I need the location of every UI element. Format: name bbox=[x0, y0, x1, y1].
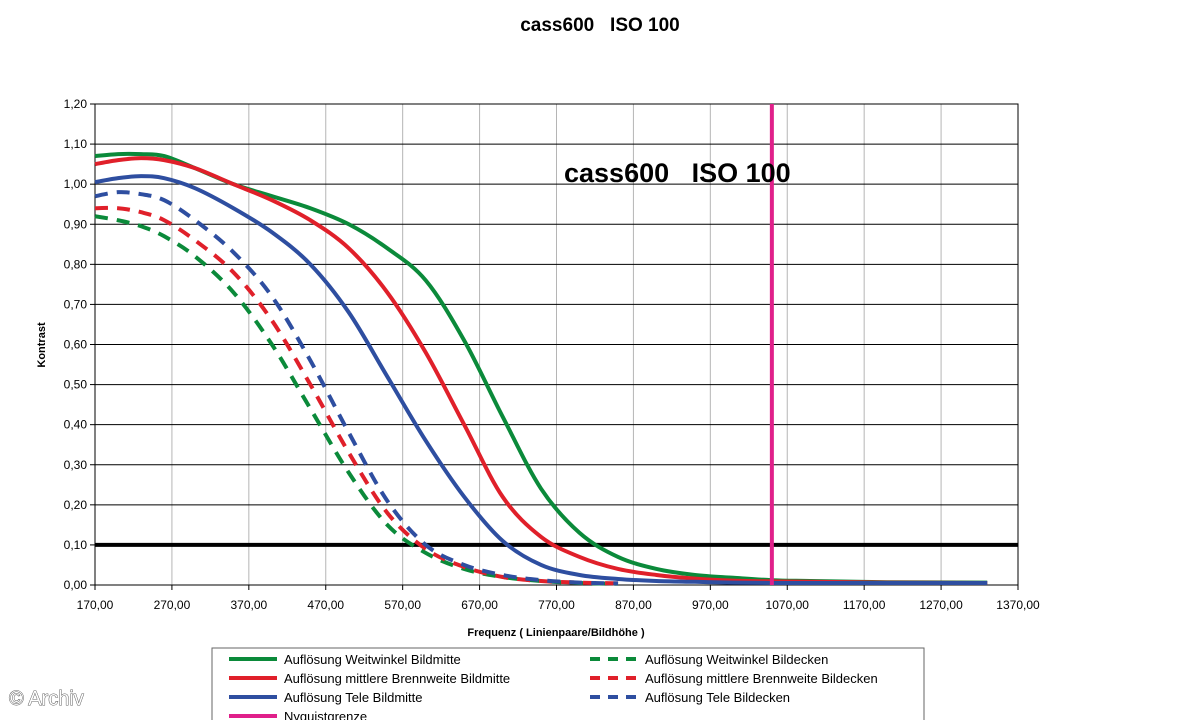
series-line-2 bbox=[94, 156, 988, 585]
x-tick-label: 170,00 bbox=[77, 598, 114, 612]
legend-label: Auflösung Tele Bildmitte bbox=[284, 690, 423, 705]
y-tick-label: 0,00 bbox=[64, 578, 88, 592]
x-tick-label: 1070,00 bbox=[766, 598, 810, 612]
legend-label: Auflösung Weitwinkel Bildmitte bbox=[284, 652, 461, 667]
y-axis-label: Kontrast bbox=[36, 322, 48, 368]
y-tick-label: 1,00 bbox=[64, 177, 88, 191]
x-tick-label: 670,00 bbox=[461, 598, 498, 612]
legend-label: Auflösung Tele Bildecken bbox=[645, 690, 790, 705]
x-tick-label: 270,00 bbox=[154, 598, 191, 612]
x-tick-label: 870,00 bbox=[615, 598, 652, 612]
tick-labels: 170,00 270,00 370,00 470,00 570,00 670,00 770,… bbox=[64, 97, 1040, 612]
legend-label: Nyquistgrenze bbox=[284, 709, 367, 720]
y-tick-label: 0,80 bbox=[64, 257, 88, 271]
x-tick-label: 1170,00 bbox=[843, 598, 886, 612]
x-tick-label: 970,00 bbox=[692, 598, 729, 612]
y-tick-label: 0,10 bbox=[64, 538, 88, 552]
x-tick-label: 470,00 bbox=[307, 598, 344, 612]
series-line-3 bbox=[94, 174, 988, 586]
x-tick-label: 1270,00 bbox=[919, 598, 963, 612]
series-line-5 bbox=[94, 214, 619, 586]
x-axis-label: Frequenz ( Linienpaare/Bildhöhe ) bbox=[467, 627, 645, 639]
series-line-1 bbox=[94, 151, 988, 585]
legend: Auflösung Weitwinkel Bildmitte Auflösung … bbox=[229, 652, 878, 720]
series-layer bbox=[94, 104, 1018, 586]
y-tick-label: 1,10 bbox=[64, 137, 88, 151]
y-tick-label: 0,70 bbox=[64, 297, 88, 311]
legend-box bbox=[211, 647, 925, 720]
y-tick-label: 0,30 bbox=[64, 458, 88, 472]
legend-label: Auflösung Weitwinkel Bildecken bbox=[645, 652, 828, 667]
chart-inner-title: cass600 ISO 100 bbox=[564, 158, 791, 188]
legend-label: Auflösung mittlere Brennweite Bildecken bbox=[645, 671, 878, 686]
y-tick-label: 0,20 bbox=[64, 498, 88, 512]
series-line-6 bbox=[94, 205, 619, 586]
y-tick-label: 0,40 bbox=[64, 418, 88, 432]
y-tick-label: 1,20 bbox=[64, 97, 88, 111]
y-tick-label: 0,50 bbox=[64, 378, 88, 392]
gridlines bbox=[90, 103, 1019, 590]
x-tick-label: 1370,00 bbox=[996, 598, 1040, 612]
watermark: © Archiv bbox=[9, 688, 84, 710]
y-tick-label: 0,90 bbox=[64, 217, 88, 231]
y-tick-label: 0,60 bbox=[64, 338, 88, 352]
series-line-7 bbox=[94, 190, 619, 586]
legend-label: Auflösung mittlere Brennweite Bildmitte bbox=[284, 671, 510, 686]
x-tick-label: 370,00 bbox=[230, 598, 267, 612]
x-tick-label: 570,00 bbox=[384, 598, 421, 612]
plot-frame bbox=[94, 103, 1019, 586]
x-tick-label: 770,00 bbox=[538, 598, 575, 612]
chart-title: cass600 ISO 100 bbox=[520, 15, 680, 36]
